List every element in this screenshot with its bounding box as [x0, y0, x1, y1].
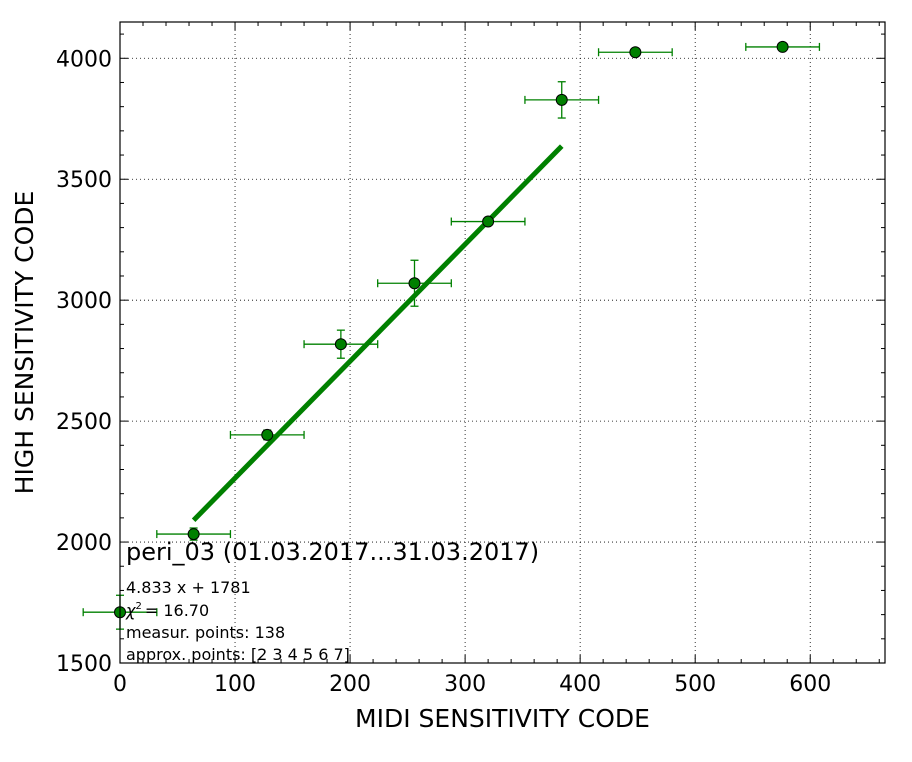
x-tick-label: 100: [214, 672, 256, 697]
fit-equation-label: 4.833 x + 1781: [126, 578, 251, 597]
data-point: [303, 329, 379, 359]
x-tick-label: 600: [789, 672, 831, 697]
plot-frame: [119, 21, 886, 664]
point-marker: [629, 46, 642, 59]
chi-exponent: 2: [135, 601, 141, 612]
y-tick-label: 3000: [56, 289, 112, 314]
data-points: [82, 40, 821, 630]
data-point: [156, 527, 232, 541]
point-marker: [776, 40, 789, 53]
data-point: [450, 215, 526, 228]
y-tick-label: 4000: [56, 47, 112, 72]
point-marker: [482, 215, 495, 228]
annotation-box: peri_03 (01.03.2017...31.03.2017) 4.833 …: [125, 538, 539, 664]
chi-symbol: χ: [125, 601, 136, 620]
grid: [119, 22, 885, 664]
data-point: [229, 428, 305, 441]
x-tick-label: 200: [329, 672, 371, 697]
fit-line-group: [191, 144, 564, 522]
y-tick-label: 1500: [56, 652, 112, 677]
point-marker: [334, 338, 347, 351]
chi-value: = 16.70: [145, 601, 209, 620]
x-tick-label: 500: [674, 672, 716, 697]
approx-points-label: approx. points: [2 3 4 5 6 7]: [126, 645, 350, 664]
x-tick-label: 400: [559, 672, 601, 697]
fit-line: [191, 144, 564, 522]
x-axis-label: MIDI SENSITIVITY CODE: [355, 704, 650, 733]
point-marker: [408, 277, 421, 290]
measur-points-label: measur. points: 138: [126, 623, 285, 642]
y-tick-label: 3500: [56, 168, 112, 193]
point-marker: [555, 93, 568, 106]
data-point: [745, 40, 821, 53]
x-tick-label: 0: [113, 672, 127, 697]
axis-ticks: 0 100 200 300 400 500 600 1500 2000 2500 3000 3500 4…: [56, 22, 885, 697]
minor-ticks: [120, 22, 885, 663]
point-marker: [261, 428, 274, 441]
x-tick-label: 300: [444, 672, 486, 697]
y-tick-label: 2000: [56, 531, 112, 556]
point-marker: [187, 528, 200, 541]
y-axis-label: HIGH SENSITIVITY CODE: [10, 191, 39, 495]
y-tick-label: 2500: [56, 410, 112, 435]
data-point: [524, 81, 600, 119]
data-point: [377, 259, 452, 307]
chi-squared-label: χ2 = 16.70: [125, 601, 209, 620]
chart-annotation-title: peri_03 (01.03.2017...31.03.2017): [126, 538, 539, 566]
data-point: [597, 46, 673, 59]
